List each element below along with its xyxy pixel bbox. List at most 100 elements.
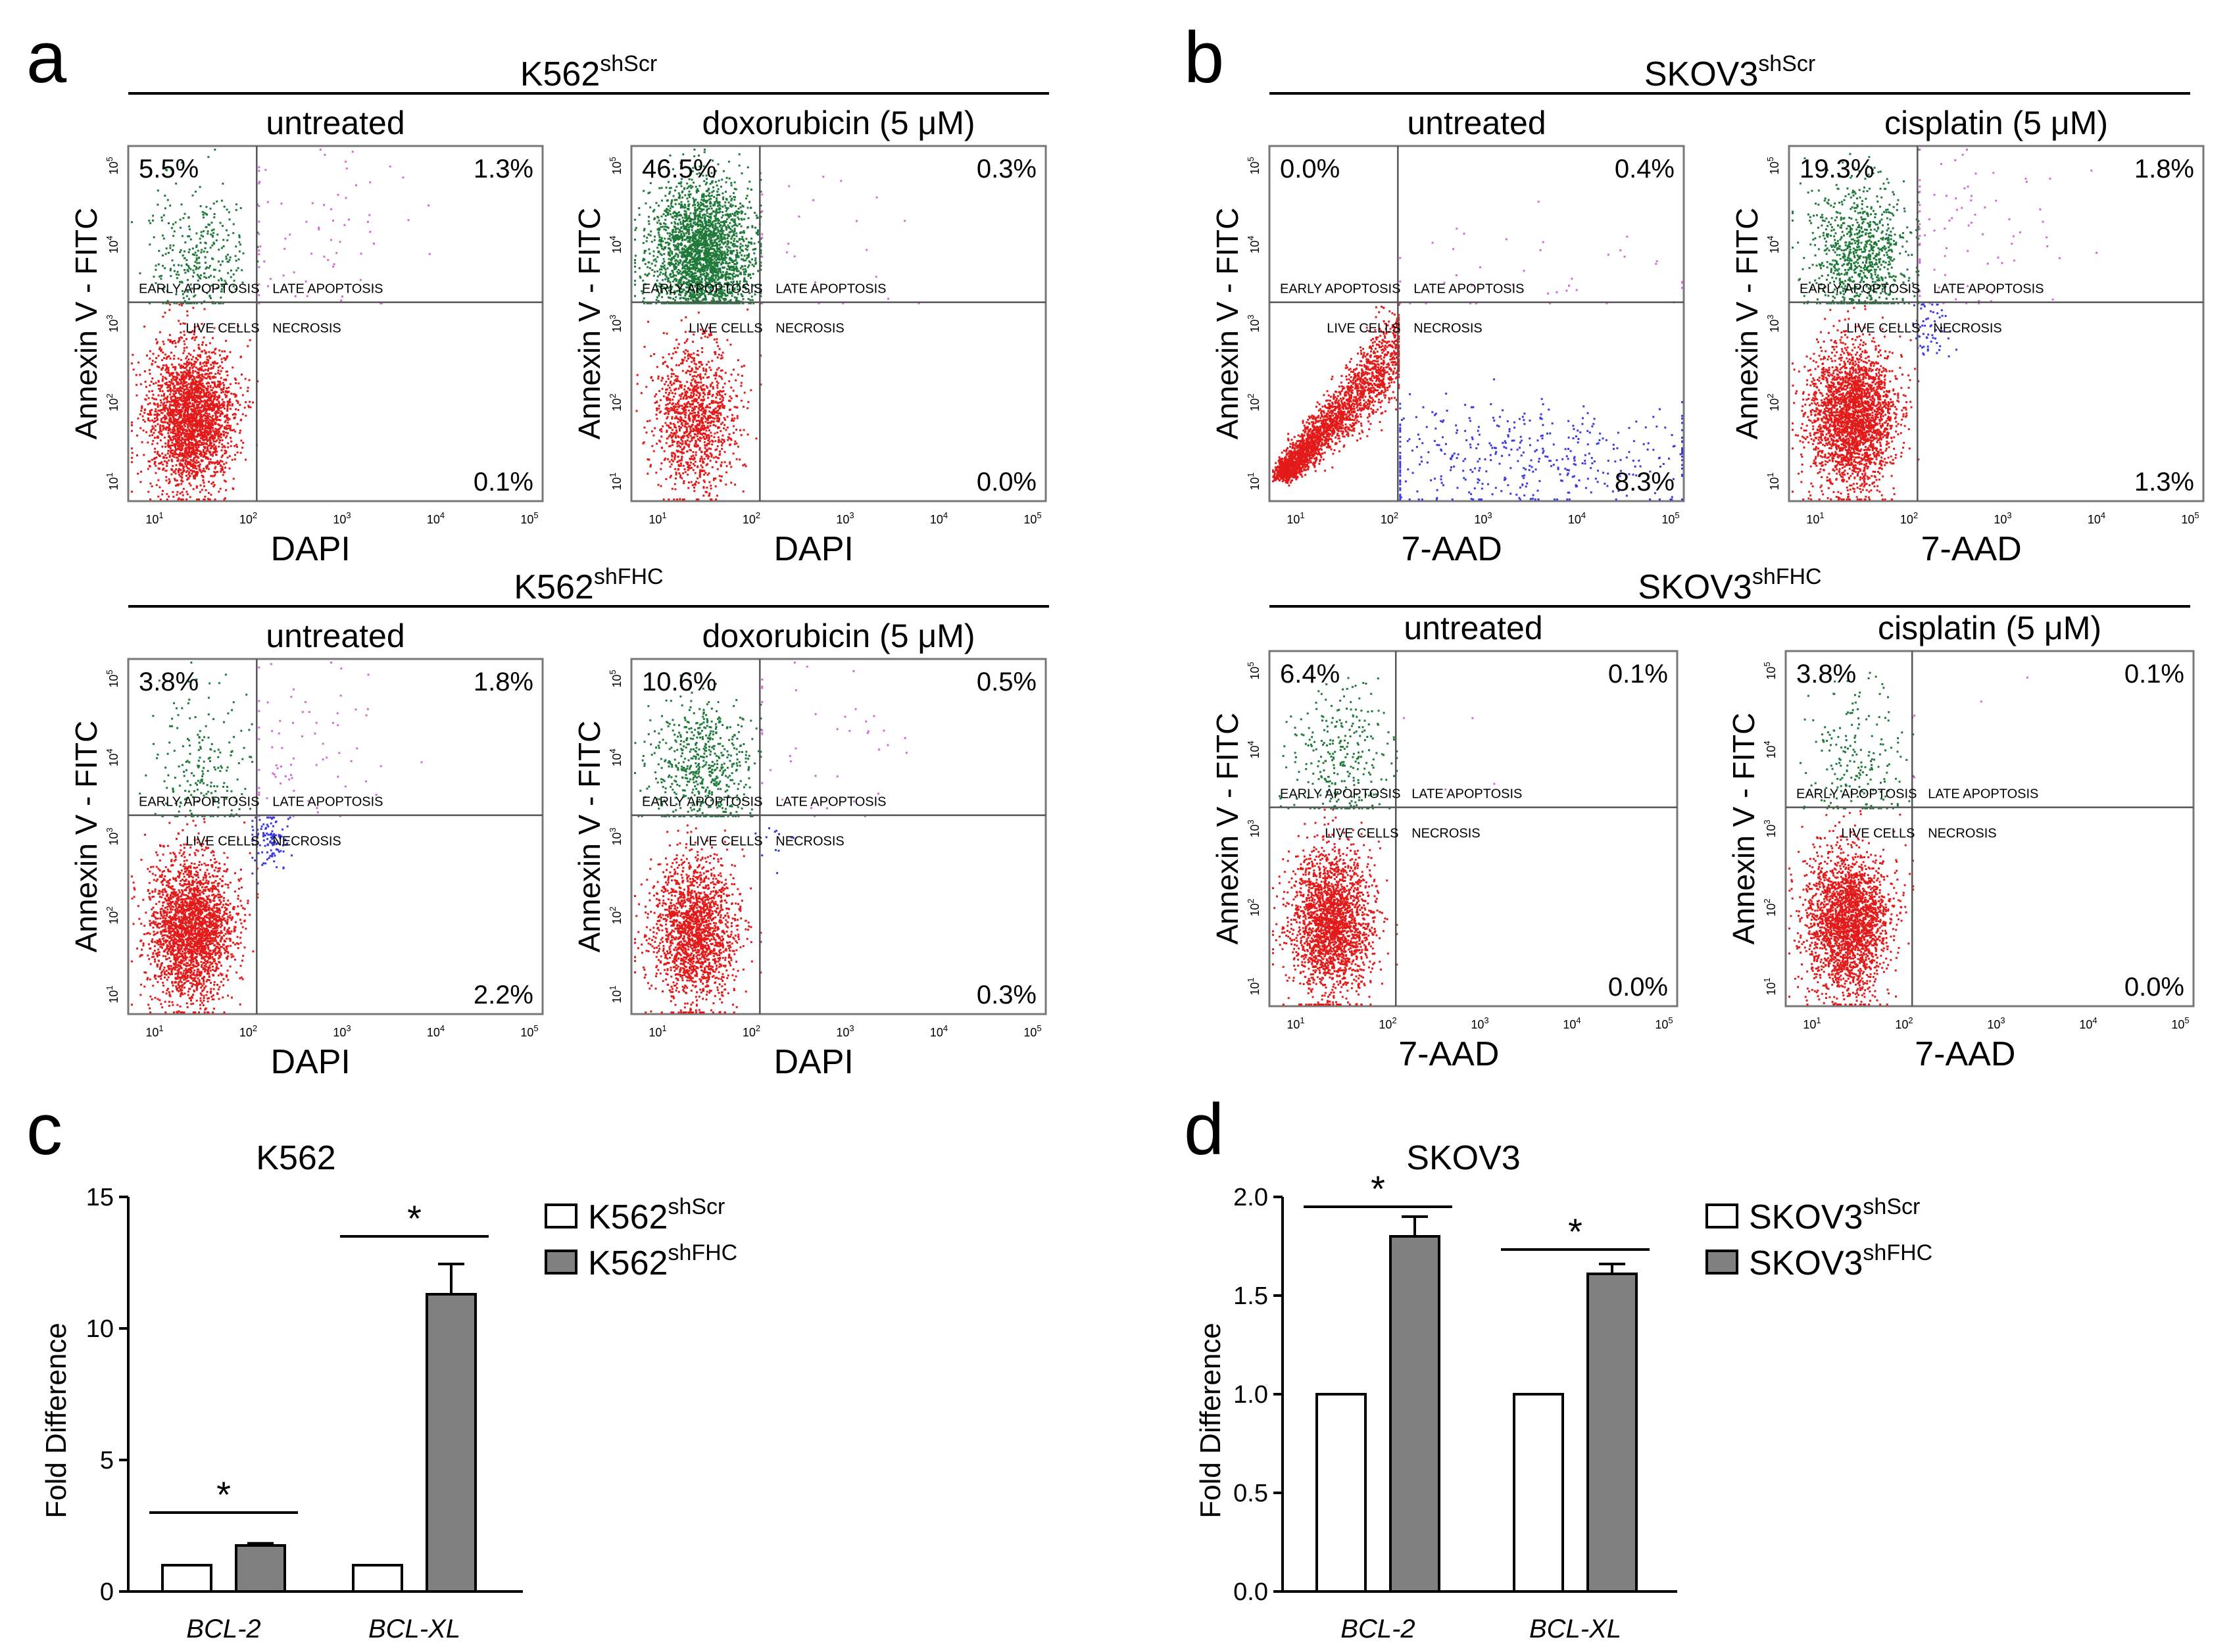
category-label: BCL-2: [186, 1615, 260, 1643]
y-tick-label: 105: [608, 669, 624, 687]
live-cells-dots: [634, 824, 762, 1013]
y-tick-label: 105: [1765, 157, 1781, 174]
y-tick-label: 105: [608, 157, 624, 174]
condition-title: cisplatin (5 μM): [1878, 610, 2101, 646]
tick-exponent: 1: [1300, 1015, 1304, 1025]
y-tick-label: 104: [1762, 741, 1778, 758]
y-tick-label: 101: [608, 985, 624, 1003]
tick-exponent: 1: [1246, 472, 1256, 477]
y-axis-label: Annexin V - FITC: [572, 721, 606, 953]
tick-exponent: 5: [1246, 157, 1256, 161]
x-tick-label: 102: [239, 510, 257, 526]
tick-exponent: 3: [1762, 819, 1772, 824]
quadrant-label-live: LIVE CELLS: [185, 322, 259, 336]
y-tick-label: 105: [105, 669, 120, 687]
condition-title: untreated: [266, 105, 405, 141]
tick-exponent: 3: [1487, 510, 1492, 520]
tick-exponent: 3: [2007, 510, 2011, 520]
flow-group-2: SKOV3shScr untreated EARLY APOPTOSIS LATE A…: [1210, 51, 2205, 568]
y-tick-label: 105: [105, 157, 120, 174]
percent-lower-right: 0.0%: [1608, 973, 1668, 1002]
percent-upper-right: 0.1%: [1608, 660, 1668, 689]
tick-exponent: 2: [1765, 393, 1775, 398]
quadrant-label-early: EARLY APOPTOSIS: [1800, 282, 1920, 297]
tick-exponent: 2: [253, 510, 257, 520]
x-axis-label: DAPI: [271, 530, 351, 568]
tick-exponent: 2: [1392, 1015, 1396, 1025]
percent-upper-left: 3.8%: [1796, 660, 1856, 689]
condition-title: cisplatin (5 μM): [1884, 105, 2108, 141]
tick-exponent: 1: [1300, 510, 1304, 520]
percent-upper-left: 6.4%: [1280, 660, 1340, 689]
legend-label-shScr-base: K562: [588, 1198, 668, 1236]
quadrant-label-necrosis: NECROSIS: [1933, 322, 2001, 336]
tick-exponent: 3: [608, 827, 618, 832]
tick-exponent: 4: [105, 748, 114, 753]
group-title-3-base: SKOV3: [1638, 568, 1752, 606]
y-axis-label: Annexin V - FITC: [69, 721, 103, 953]
y-tick-label: 103: [1246, 819, 1262, 837]
x-tick-label: 104: [930, 1023, 948, 1039]
quadrant-label-live: LIVE CELLS: [185, 835, 259, 849]
legend-swatch-shFHC: [545, 1250, 577, 1275]
x-tick-label: 102: [743, 1023, 760, 1039]
early-apoptosis-dots: [131, 149, 259, 304]
bar-chart-panels: 0 5 10 15 K562 Fold Difference BCL-2 * BCL-XL * K5…: [40, 1139, 1932, 1643]
event-dots: [1792, 149, 2098, 500]
early-apoptosis-dots: [1792, 149, 1920, 304]
group-title-1-sup: shFHC: [594, 564, 664, 589]
tick-exponent: 4: [1581, 510, 1586, 520]
x-axis-label: DAPI: [774, 1043, 854, 1081]
y-tick-label: 15: [86, 1184, 114, 1211]
category-label: BCL-XL: [1529, 1615, 1621, 1643]
x-tick-label: 104: [2088, 510, 2105, 526]
y-tick-label: 101: [105, 985, 120, 1003]
category-label: BCL-XL: [368, 1615, 460, 1643]
tick-exponent: 2: [1908, 1015, 1913, 1025]
bar-shScr-BCL-XL: [1513, 1393, 1564, 1593]
quadrant-label-late: LATE APOPTOSIS: [1411, 787, 1522, 802]
condition-title: doxorubicin (5 μM): [702, 618, 975, 654]
y-tick-label: 103: [105, 314, 120, 332]
tick-exponent: 2: [1246, 393, 1256, 398]
tick-exponent: 1: [608, 472, 618, 477]
y-tick-label: 0.0: [1233, 1578, 1268, 1606]
tick-exponent: 4: [2101, 510, 2105, 520]
necrosis-dots: [1399, 378, 1683, 500]
y-tick-label: 5: [100, 1447, 114, 1474]
y-tick-label: 105: [1246, 662, 1262, 679]
x-tick-label: 105: [1023, 510, 1041, 526]
tick-exponent: 4: [1246, 235, 1256, 240]
x-tick-label: 103: [836, 1023, 854, 1039]
flow-group-3: SKOV3shFHC untreated EARLY APOPTOSIS LATE A…: [1210, 564, 2195, 1073]
flow-plot-0-0: untreated EARLY APOPTOSIS LATE APOPTOSIS LI…: [69, 105, 544, 568]
tick-exponent: 5: [2184, 1015, 2189, 1025]
tick-exponent: 1: [608, 985, 618, 990]
x-tick-label: 105: [520, 1023, 538, 1039]
bar-shFHC-BCL-XL: [1586, 1273, 1638, 1593]
chart-title: SKOV3: [1406, 1139, 1520, 1177]
percent-upper-left: 46.5%: [642, 155, 716, 183]
y-tick-label: 102: [1762, 898, 1778, 916]
tick-exponent: 5: [105, 669, 114, 674]
early-apoptosis-dots: [634, 149, 762, 304]
legend-label-shScr: SKOV3shScr: [1749, 1194, 1920, 1236]
y-tick-label: 102: [105, 393, 120, 411]
group-title-2: SKOV3shScr: [1644, 51, 1815, 93]
quadrant-label-live: LIVE CELLS: [689, 322, 762, 336]
x-tick-label: 102: [1900, 510, 1918, 526]
tick-exponent: 3: [1246, 819, 1256, 824]
percent-upper-right: 0.1%: [2124, 660, 2184, 689]
flow-group-1: K562shFHC untreated EARLY APOPTOSIS LATE AP…: [69, 564, 1049, 1081]
event-dots: [634, 662, 908, 1013]
tick-exponent: 2: [1394, 510, 1398, 520]
y-tick-label: 102: [608, 393, 624, 411]
chart-title: K562: [256, 1139, 335, 1177]
quadrant-label-late: LATE APOPTOSIS: [1933, 282, 2044, 297]
y-tick-label: 102: [1246, 898, 1262, 916]
y-tick-label: 103: [608, 827, 624, 845]
tick-exponent: 5: [1762, 662, 1772, 666]
y-axis-label: Annexin V - FITC: [1210, 208, 1244, 440]
category-label: BCL-2: [1340, 1615, 1415, 1643]
